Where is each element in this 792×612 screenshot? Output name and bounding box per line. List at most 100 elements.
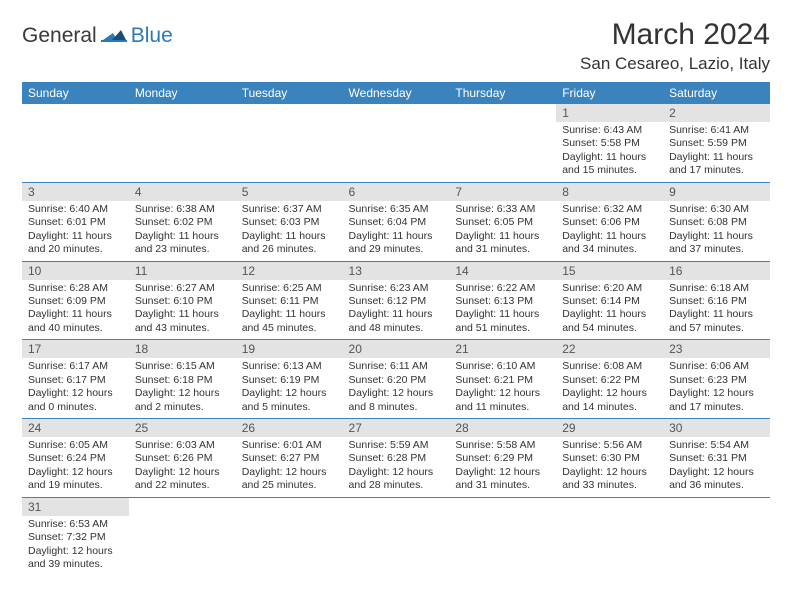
day-details: Sunrise: 6:05 AMSunset: 6:24 PMDaylight:…	[22, 437, 129, 497]
calendar-cell: 23Sunrise: 6:06 AMSunset: 6:23 PMDayligh…	[663, 340, 770, 419]
day-details: Sunrise: 6:25 AMSunset: 6:11 PMDaylight:…	[236, 280, 343, 340]
calendar-cell: 16Sunrise: 6:18 AMSunset: 6:16 PMDayligh…	[663, 261, 770, 340]
calendar-cell: 27Sunrise: 5:59 AMSunset: 6:28 PMDayligh…	[343, 419, 450, 498]
sunrise-line: Sunrise: 6:20 AM	[562, 282, 657, 295]
calendar-cell: .	[663, 497, 770, 575]
sunrise-line: Sunrise: 6:01 AM	[242, 439, 337, 452]
weekday-header: Wednesday	[343, 82, 450, 104]
day-number: 25	[129, 419, 236, 437]
sunrise-line: Sunrise: 6:30 AM	[669, 203, 764, 216]
daylight-line: Daylight: 12 hours and 33 minutes.	[562, 466, 657, 493]
sunset-line: Sunset: 6:21 PM	[455, 374, 550, 387]
sunrise-line: Sunrise: 6:28 AM	[28, 282, 123, 295]
weekday-header: Monday	[129, 82, 236, 104]
day-details: Sunrise: 6:27 AMSunset: 6:10 PMDaylight:…	[129, 280, 236, 340]
day-details: Sunrise: 5:59 AMSunset: 6:28 PMDaylight:…	[343, 437, 450, 497]
sunset-line: Sunset: 6:18 PM	[135, 374, 230, 387]
calendar-cell: 5Sunrise: 6:37 AMSunset: 6:03 PMDaylight…	[236, 182, 343, 261]
sunset-line: Sunset: 6:14 PM	[562, 295, 657, 308]
day-number: 17	[22, 340, 129, 358]
weekday-header: Saturday	[663, 82, 770, 104]
calendar-cell: 1Sunrise: 6:43 AMSunset: 5:58 PMDaylight…	[556, 104, 663, 182]
sunset-line: Sunset: 6:26 PM	[135, 452, 230, 465]
sunset-line: Sunset: 6:24 PM	[28, 452, 123, 465]
day-number: 8	[556, 183, 663, 201]
day-number: 10	[22, 262, 129, 280]
sunset-line: Sunset: 6:28 PM	[349, 452, 444, 465]
calendar-cell: .	[449, 497, 556, 575]
sunrise-line: Sunrise: 6:11 AM	[349, 360, 444, 373]
day-details: Sunrise: 6:20 AMSunset: 6:14 PMDaylight:…	[556, 280, 663, 340]
day-number: 6	[343, 183, 450, 201]
calendar-cell: .	[129, 104, 236, 182]
day-number: 3	[22, 183, 129, 201]
sunrise-line: Sunrise: 6:18 AM	[669, 282, 764, 295]
calendar-cell: 14Sunrise: 6:22 AMSunset: 6:13 PMDayligh…	[449, 261, 556, 340]
calendar-cell: 29Sunrise: 5:56 AMSunset: 6:30 PMDayligh…	[556, 419, 663, 498]
day-number: 16	[663, 262, 770, 280]
sunset-line: Sunset: 5:58 PM	[562, 137, 657, 150]
day-number: 19	[236, 340, 343, 358]
sunset-line: Sunset: 6:16 PM	[669, 295, 764, 308]
daylight-line: Daylight: 11 hours and 43 minutes.	[135, 308, 230, 335]
daylight-line: Daylight: 12 hours and 22 minutes.	[135, 466, 230, 493]
calendar-cell: 13Sunrise: 6:23 AMSunset: 6:12 PMDayligh…	[343, 261, 450, 340]
daylight-line: Daylight: 12 hours and 36 minutes.	[669, 466, 764, 493]
daylight-line: Daylight: 12 hours and 5 minutes.	[242, 387, 337, 414]
calendar-cell: 31Sunrise: 6:53 AMSunset: 7:32 PMDayligh…	[22, 497, 129, 575]
daylight-line: Daylight: 11 hours and 45 minutes.	[242, 308, 337, 335]
sunrise-line: Sunrise: 6:33 AM	[455, 203, 550, 216]
day-number: 12	[236, 262, 343, 280]
day-details: Sunrise: 6:03 AMSunset: 6:26 PMDaylight:…	[129, 437, 236, 497]
calendar-cell: .	[236, 104, 343, 182]
daylight-line: Daylight: 11 hours and 48 minutes.	[349, 308, 444, 335]
sunset-line: Sunset: 6:20 PM	[349, 374, 444, 387]
calendar-cell: 26Sunrise: 6:01 AMSunset: 6:27 PMDayligh…	[236, 419, 343, 498]
calendar-cell: 9Sunrise: 6:30 AMSunset: 6:08 PMDaylight…	[663, 182, 770, 261]
calendar-cell: 8Sunrise: 6:32 AMSunset: 6:06 PMDaylight…	[556, 182, 663, 261]
day-number: 22	[556, 340, 663, 358]
calendar-cell: .	[343, 497, 450, 575]
day-details: Sunrise: 6:33 AMSunset: 6:05 PMDaylight:…	[449, 201, 556, 261]
sunset-line: Sunset: 6:27 PM	[242, 452, 337, 465]
sunset-line: Sunset: 6:09 PM	[28, 295, 123, 308]
day-number: 23	[663, 340, 770, 358]
day-number: 11	[129, 262, 236, 280]
daylight-line: Daylight: 12 hours and 19 minutes.	[28, 466, 123, 493]
sunset-line: Sunset: 6:23 PM	[669, 374, 764, 387]
day-number: 5	[236, 183, 343, 201]
sunrise-line: Sunrise: 6:22 AM	[455, 282, 550, 295]
sunset-line: Sunset: 6:29 PM	[455, 452, 550, 465]
weekday-header-row: Sunday Monday Tuesday Wednesday Thursday…	[22, 82, 770, 104]
day-details: Sunrise: 6:38 AMSunset: 6:02 PMDaylight:…	[129, 201, 236, 261]
calendar-cell: .	[236, 497, 343, 575]
calendar-cell: 7Sunrise: 6:33 AMSunset: 6:05 PMDaylight…	[449, 182, 556, 261]
sunrise-line: Sunrise: 6:37 AM	[242, 203, 337, 216]
day-number: 2	[663, 104, 770, 122]
calendar-cell: 17Sunrise: 6:17 AMSunset: 6:17 PMDayligh…	[22, 340, 129, 419]
sunrise-line: Sunrise: 6:08 AM	[562, 360, 657, 373]
calendar-cell: .	[556, 497, 663, 575]
daylight-line: Daylight: 12 hours and 2 minutes.	[135, 387, 230, 414]
calendar-cell: .	[343, 104, 450, 182]
day-details: Sunrise: 6:28 AMSunset: 6:09 PMDaylight:…	[22, 280, 129, 340]
sunset-line: Sunset: 6:01 PM	[28, 216, 123, 229]
day-details: Sunrise: 6:13 AMSunset: 6:19 PMDaylight:…	[236, 358, 343, 418]
day-details: Sunrise: 6:32 AMSunset: 6:06 PMDaylight:…	[556, 201, 663, 261]
sunrise-line: Sunrise: 6:53 AM	[28, 518, 123, 531]
sunset-line: Sunset: 6:02 PM	[135, 216, 230, 229]
calendar-cell: 2Sunrise: 6:41 AMSunset: 5:59 PMDaylight…	[663, 104, 770, 182]
sunrise-line: Sunrise: 6:10 AM	[455, 360, 550, 373]
sunset-line: Sunset: 6:12 PM	[349, 295, 444, 308]
day-details: Sunrise: 6:08 AMSunset: 6:22 PMDaylight:…	[556, 358, 663, 418]
calendar-cell: 19Sunrise: 6:13 AMSunset: 6:19 PMDayligh…	[236, 340, 343, 419]
daylight-line: Daylight: 11 hours and 34 minutes.	[562, 230, 657, 257]
daylight-line: Daylight: 12 hours and 28 minutes.	[349, 466, 444, 493]
day-details: Sunrise: 6:37 AMSunset: 6:03 PMDaylight:…	[236, 201, 343, 261]
daylight-line: Daylight: 11 hours and 23 minutes.	[135, 230, 230, 257]
day-number: 9	[663, 183, 770, 201]
day-details: Sunrise: 5:54 AMSunset: 6:31 PMDaylight:…	[663, 437, 770, 497]
sunset-line: Sunset: 7:32 PM	[28, 531, 123, 544]
day-details: Sunrise: 6:11 AMSunset: 6:20 PMDaylight:…	[343, 358, 450, 418]
sunrise-line: Sunrise: 6:25 AM	[242, 282, 337, 295]
